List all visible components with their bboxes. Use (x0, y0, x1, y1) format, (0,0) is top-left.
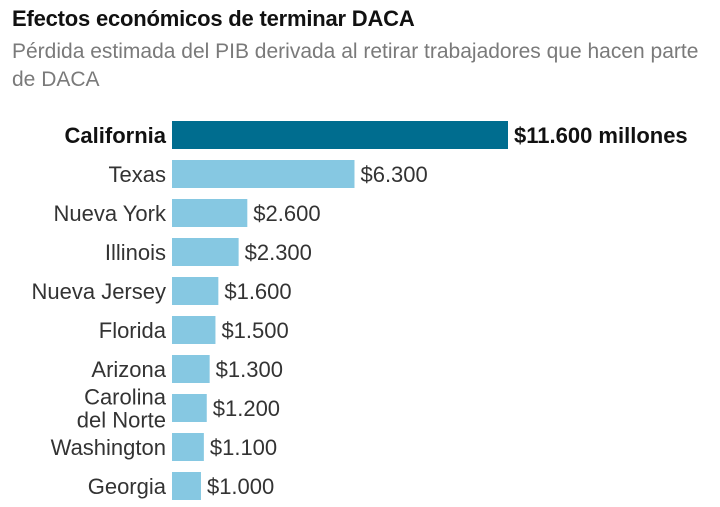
value-label: $1.300 (216, 357, 283, 382)
bar (172, 355, 210, 383)
category-label: Nueva Jersey (31, 279, 166, 304)
bar (172, 238, 239, 266)
bar (172, 316, 216, 344)
value-label: $1.200 (213, 396, 280, 421)
value-label: $1.500 (221, 318, 288, 343)
category-label: Washington (51, 435, 166, 460)
category-label: Arizona (91, 357, 166, 382)
value-label: $1.000 (207, 474, 274, 499)
bar (172, 472, 201, 500)
category-label: Illinois (105, 240, 166, 265)
bar (172, 199, 248, 227)
bar (172, 121, 508, 149)
value-label: $11.600 millones (514, 123, 688, 148)
value-label: $1.600 (224, 279, 291, 304)
value-label: $2.300 (245, 240, 312, 265)
value-label: $1.100 (210, 435, 277, 460)
category-label: Georgia (88, 474, 167, 499)
category-label: Texas (109, 162, 166, 187)
value-label: $2.600 (253, 201, 320, 226)
chart-title: Efectos económicos de terminar DACA (12, 6, 415, 31)
category-label: del Norte (77, 408, 166, 433)
category-label: Carolina (84, 385, 167, 410)
bar (172, 394, 207, 422)
chart-subtitle: Pérdida estimada del PIB derivada al ret… (12, 40, 699, 91)
bar (172, 433, 204, 461)
category-label: Nueva York (53, 201, 167, 226)
category-label: Florida (99, 318, 167, 343)
bar (172, 277, 219, 305)
bar (172, 160, 355, 188)
category-label: California (65, 123, 167, 148)
value-label: $6.300 (360, 162, 427, 187)
